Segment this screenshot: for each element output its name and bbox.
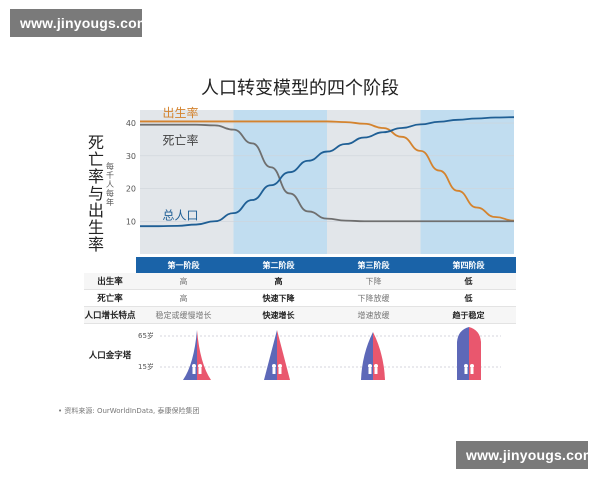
population-label: 总人口 — [162, 208, 198, 222]
header-stage-1: 第一阶段 — [136, 257, 231, 273]
source-text: 资料来源: OurWorldInData, 泰康保险集团 — [64, 407, 200, 415]
watermark-bottom: www.jinyougs.com — [456, 441, 595, 469]
pyramid-stage-1 — [183, 330, 211, 380]
birth-rate-label: 出生率 — [162, 106, 198, 120]
stage-band-4 — [420, 110, 514, 254]
table-cell: 趋于稳定 — [421, 306, 516, 324]
table-corner — [84, 257, 136, 273]
table-row: 出生率 高 高 下降 低 — [84, 273, 516, 290]
table-cell: 高 — [231, 273, 326, 290]
row-label-death-rate: 死亡率 — [84, 289, 136, 307]
birth-rate-line — [139, 120, 515, 222]
table-header-row: 第一阶段 第二阶段 第三阶段 第四阶段 — [84, 257, 516, 273]
table-cell: 快速下降 — [231, 289, 326, 307]
person-icons — [192, 364, 474, 374]
watermark-top: www.jinyougs.com — [10, 9, 149, 37]
stage-band-3 — [327, 110, 421, 254]
pyramid-stage-2 — [264, 330, 290, 380]
stage-band-1 — [140, 110, 234, 254]
table-cell: 下降放缓 — [326, 289, 421, 307]
population-pyramids: 65岁 15岁 — [138, 327, 501, 380]
pyramid-stage-3 — [361, 332, 385, 380]
row-label-pyramid: 人口金字塔 — [88, 351, 132, 361]
y-tick-label: 30 — [126, 152, 136, 161]
y-tick-labels: 10 20 30 40 — [126, 119, 136, 226]
table-cell: 下降 — [326, 273, 421, 290]
y-axis-unit: 每千人每年 — [106, 162, 114, 207]
pyramid-row: 人口金字塔 65岁 15岁 — [84, 324, 516, 387]
death-rate-label: 死亡率 — [162, 133, 198, 148]
stage-table: 第一阶段 第二阶段 第三阶段 第四阶段 出生率 高 高 下降 低 死亡率 高 快… — [84, 257, 516, 386]
y-tick-label: 10 — [126, 217, 136, 226]
table-row: 死亡率 高 快速下降 下降放缓 低 — [84, 289, 516, 307]
table-cell: 稳定或缓慢增长 — [136, 306, 231, 324]
population-line — [140, 116, 515, 228]
stage-bands — [140, 110, 514, 254]
y-tick-label: 20 — [126, 185, 136, 194]
source-note: • 资料来源: OurWorldInData, 泰康保险集团 — [58, 407, 200, 415]
table-cell: 增速放缓 — [326, 306, 421, 324]
row-label-birth-rate: 出生率 — [84, 273, 136, 290]
chart-title: 人口转变模型的四个阶段 — [201, 78, 399, 99]
series-lines — [139, 116, 515, 228]
table-cell: 高 — [136, 273, 231, 290]
row-label-growth: 人口增长特点 — [84, 306, 136, 324]
y-axis-label: 死亡率与出生率 — [87, 133, 104, 254]
age-label-15: 15岁 — [138, 362, 154, 371]
table-row: 人口增长特点 稳定或缓慢增长 快速增长 增速放缓 趋于稳定 — [84, 306, 516, 324]
table-cell: 高 — [136, 289, 231, 307]
header-stage-2: 第二阶段 — [231, 257, 326, 273]
table-cell: 快速增长 — [231, 306, 326, 324]
pyramid-stage-4 — [457, 327, 481, 380]
header-stage-3: 第三阶段 — [326, 257, 421, 273]
pyramid-cell: 65岁 15岁 — [136, 324, 516, 387]
header-stage-4: 第四阶段 — [421, 257, 516, 273]
death-rate-line — [139, 123, 514, 223]
age-label-65: 65岁 — [138, 331, 154, 340]
table-cell: 低 — [421, 289, 516, 307]
table-cell: 低 — [421, 273, 516, 290]
y-tick-label: 40 — [126, 119, 136, 128]
